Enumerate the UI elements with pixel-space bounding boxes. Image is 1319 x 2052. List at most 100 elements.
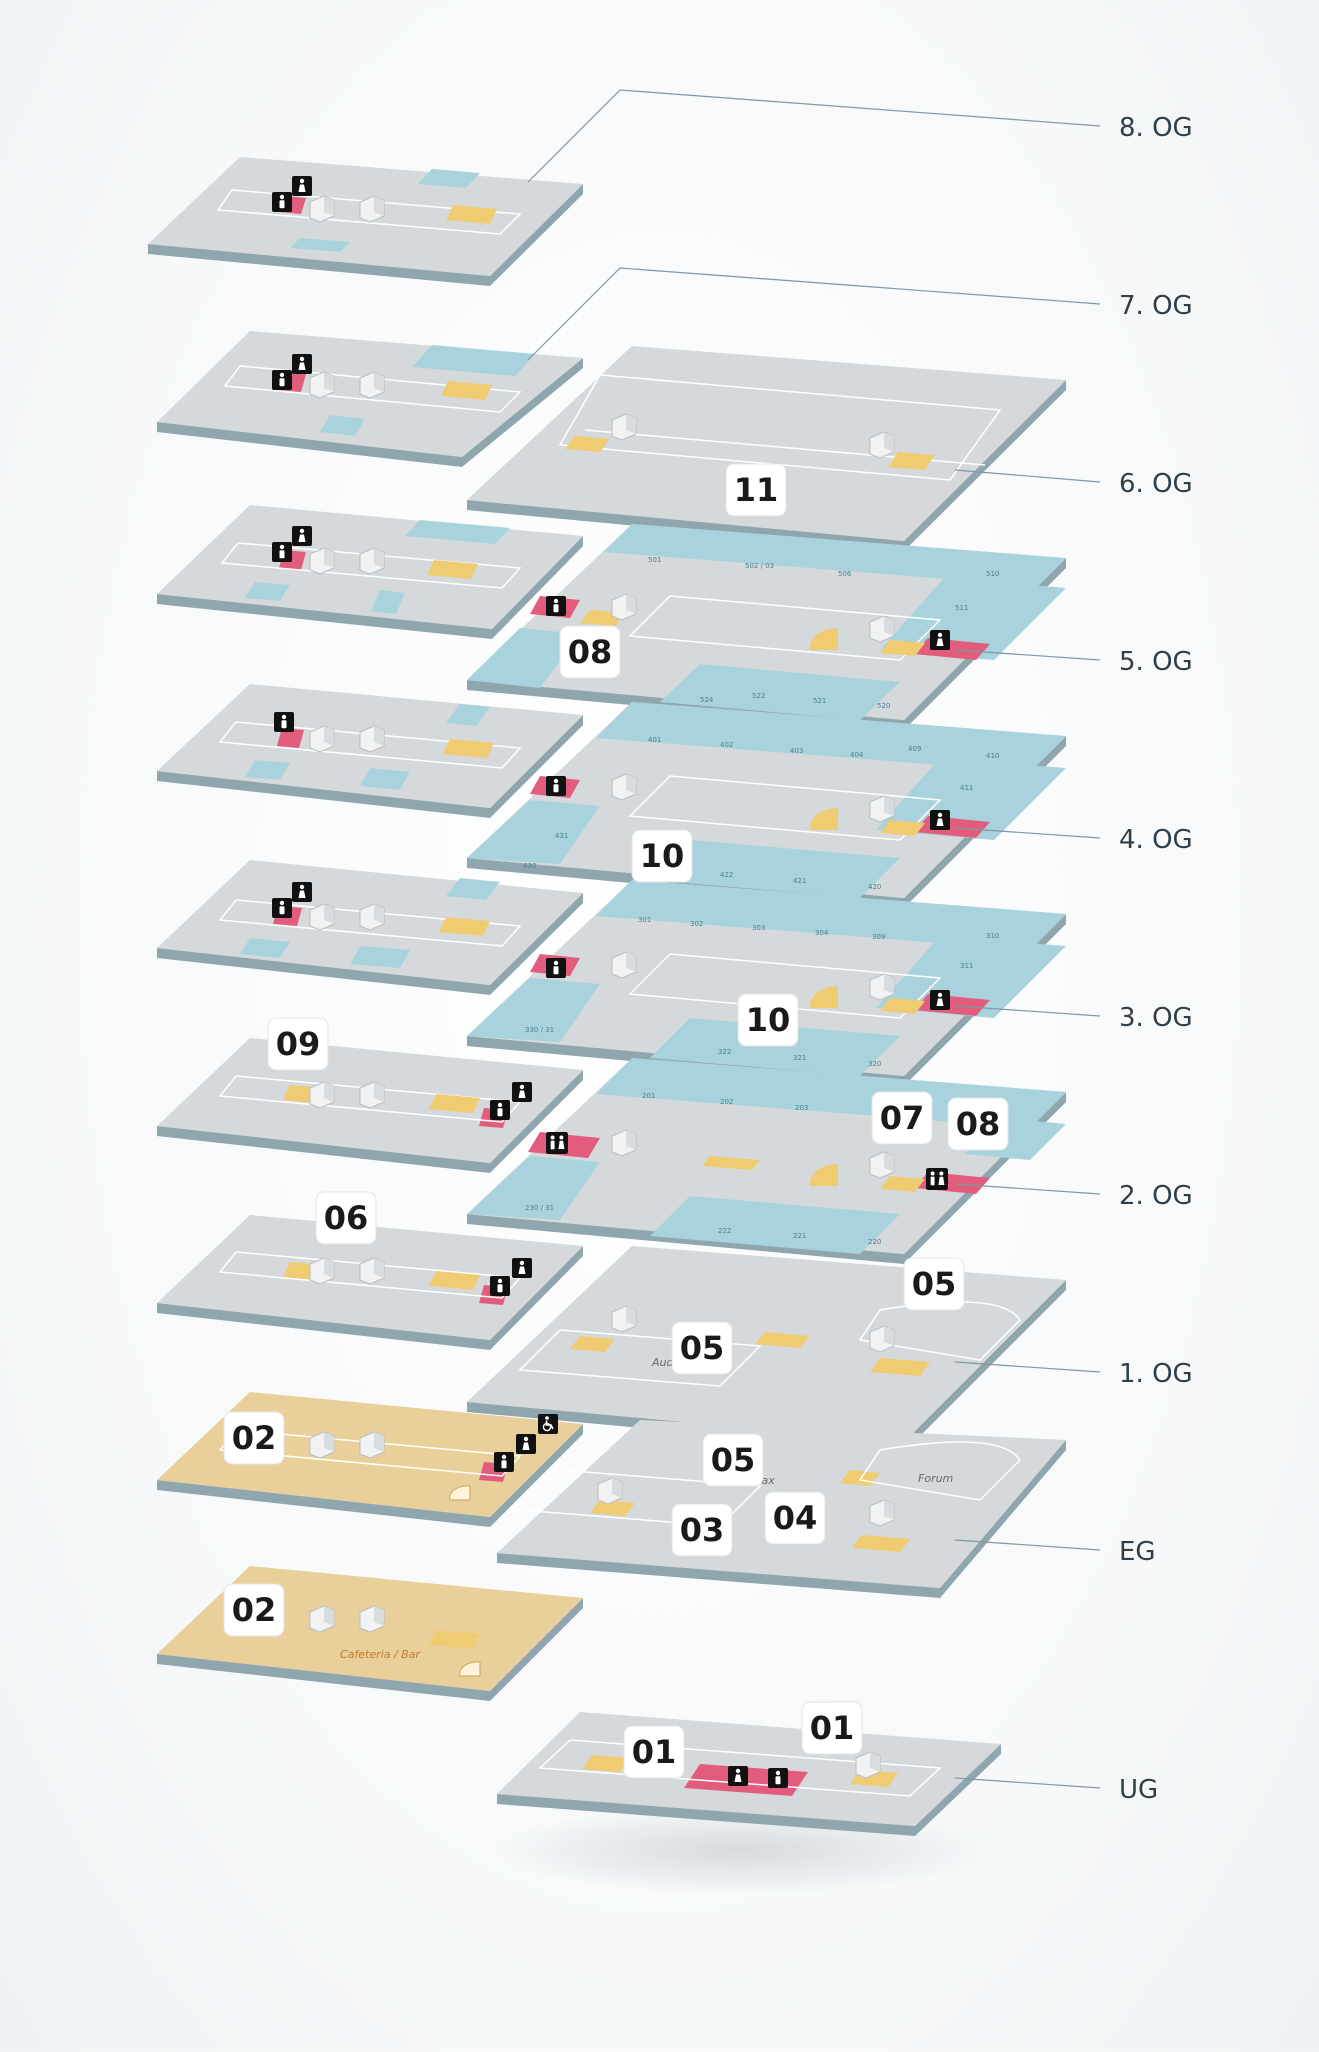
floor-6-stairs xyxy=(565,436,610,452)
area-number: 06 xyxy=(324,1199,369,1237)
elevator-block xyxy=(611,951,637,979)
elevator-block xyxy=(309,1605,335,1633)
floor-3-rooms-front xyxy=(650,1018,900,1076)
area-number: 05 xyxy=(680,1329,725,1367)
elevator-block xyxy=(359,903,385,931)
leader-line-4-og xyxy=(954,827,1101,839)
elevator-block xyxy=(309,195,335,223)
room-number: 304 xyxy=(815,929,829,937)
floor-2-rooms-left xyxy=(467,1156,600,1220)
floor-5-corridor xyxy=(218,721,522,769)
floor-5-rooms-right xyxy=(880,578,1066,660)
floor-2-stairs xyxy=(429,1271,480,1290)
male-wc-icon xyxy=(546,596,566,616)
room-number: 221 xyxy=(793,1232,806,1240)
floor-4-room xyxy=(350,946,410,968)
male-wc-icon xyxy=(272,898,292,918)
number-badges: 11 08 10 10 09 07 08 06 05 05 02 05 04 0… xyxy=(223,463,1009,1779)
floor-label-2-og[interactable]: 2. OG xyxy=(1119,1181,1193,1211)
room-number: 310 xyxy=(986,932,999,940)
area-badge[interactable]: 04 xyxy=(764,1491,826,1545)
floor-2-stairs xyxy=(880,1176,925,1192)
area-badge[interactable]: 01 xyxy=(623,1725,685,1779)
area-number: 04 xyxy=(773,1499,818,1537)
unisex-wc-icon xyxy=(926,1168,948,1190)
floor-4-rooms-front xyxy=(650,840,900,898)
area-badge[interactable]: 01 xyxy=(801,1701,863,1755)
room-number: 301 xyxy=(638,916,651,924)
area-badge[interactable]: 08 xyxy=(947,1097,1009,1151)
floor-3-rooms-left xyxy=(467,978,600,1042)
elevator-block xyxy=(869,795,895,823)
room-number: 520 xyxy=(877,702,890,710)
area-badge[interactable]: 08 xyxy=(559,625,621,679)
forum-label: Forum xyxy=(918,1472,953,1485)
floor-label-7-og[interactable]: 7. OG xyxy=(1119,291,1193,321)
room-number: 404 xyxy=(850,751,864,759)
elevator-block xyxy=(855,1751,881,1779)
leader-line-ug xyxy=(954,1777,1101,1789)
area-number: 01 xyxy=(632,1733,677,1771)
male-wc-icon xyxy=(272,192,292,212)
floor-4-room xyxy=(446,878,500,900)
floor-7-og[interactable] xyxy=(157,331,583,467)
floor-label-5-og[interactable]: 5. OG xyxy=(1119,647,1193,677)
room-number: 421 xyxy=(793,877,806,885)
floor-5-stairs xyxy=(443,739,494,758)
floor-label-eg[interactable]: EG xyxy=(1119,1537,1156,1567)
room-number: 311 xyxy=(960,962,973,970)
floor-label-3-og[interactable]: 3. OG xyxy=(1119,1003,1193,1033)
area-number: 01 xyxy=(810,1709,855,1747)
area-badge[interactable]: 03 xyxy=(671,1503,733,1557)
room-number: 330 / 31 xyxy=(525,1026,554,1034)
floor-2-left-edge xyxy=(157,1246,583,1350)
floor-1-left-edge xyxy=(157,1424,583,1527)
female-wc-icon xyxy=(292,354,312,374)
room-number: 203 xyxy=(795,1104,808,1112)
room-number: 320 xyxy=(868,1060,881,1068)
area-badge[interactable]: 10 xyxy=(737,993,799,1047)
floor-4-og[interactable] xyxy=(157,702,1066,995)
floor-8-room xyxy=(290,238,350,252)
floor-3-og[interactable] xyxy=(157,880,1066,1173)
elevator-block xyxy=(309,1431,335,1459)
female-wc-icon xyxy=(512,1258,532,1278)
floor-5-rooms-back xyxy=(604,524,1066,586)
area-badge[interactable]: 02 xyxy=(223,1583,285,1637)
leader-line-6-og xyxy=(954,469,1101,483)
floor-7-left-edge xyxy=(157,358,583,467)
room-number: 309 xyxy=(872,933,885,941)
area-badge[interactable]: 02 xyxy=(223,1411,285,1465)
floor-eg-spiral-stairs xyxy=(459,1661,481,1677)
area-badge[interactable]: 10 xyxy=(631,829,693,883)
area-number: 10 xyxy=(746,1001,791,1039)
floor-8-og[interactable] xyxy=(148,157,583,286)
floor-4-room xyxy=(240,938,290,958)
area-badge[interactable]: 06 xyxy=(315,1191,377,1245)
floor-label-ug[interactable]: UG xyxy=(1119,1775,1158,1805)
area-badge[interactable]: 05 xyxy=(671,1321,733,1375)
floor-5-wc xyxy=(277,728,304,748)
male-wc-icon xyxy=(494,1452,514,1472)
area-badge[interactable]: 05 xyxy=(702,1433,764,1487)
floor-label-4-og[interactable]: 4. OG xyxy=(1119,825,1193,855)
floor-label-6-og[interactable]: 6. OG xyxy=(1119,469,1193,499)
wheelchair-icon xyxy=(538,1414,558,1434)
room-number: 402 xyxy=(720,741,733,749)
leader-line-2-og xyxy=(954,1183,1101,1195)
area-badge[interactable]: 07 xyxy=(871,1091,933,1145)
area-number: 05 xyxy=(912,1265,957,1303)
elevator-block xyxy=(869,1325,895,1353)
area-badge[interactable]: 05 xyxy=(903,1257,965,1311)
male-wc-icon xyxy=(490,1100,510,1120)
floor-label-8-og[interactable]: 8. OG xyxy=(1119,113,1193,143)
floor-5-stairs xyxy=(880,640,925,656)
floor-4-rooms-back xyxy=(596,702,1066,772)
floor-4-corridor xyxy=(218,899,522,947)
floor-label-1-og[interactable]: 1. OG xyxy=(1119,1359,1193,1389)
area-badge[interactable]: 11 xyxy=(725,463,787,517)
floor-1-stairs xyxy=(755,1332,810,1348)
area-badge[interactable]: 09 xyxy=(267,1017,329,1071)
room-number: 524 xyxy=(700,696,714,704)
area-number: 03 xyxy=(680,1511,725,1549)
